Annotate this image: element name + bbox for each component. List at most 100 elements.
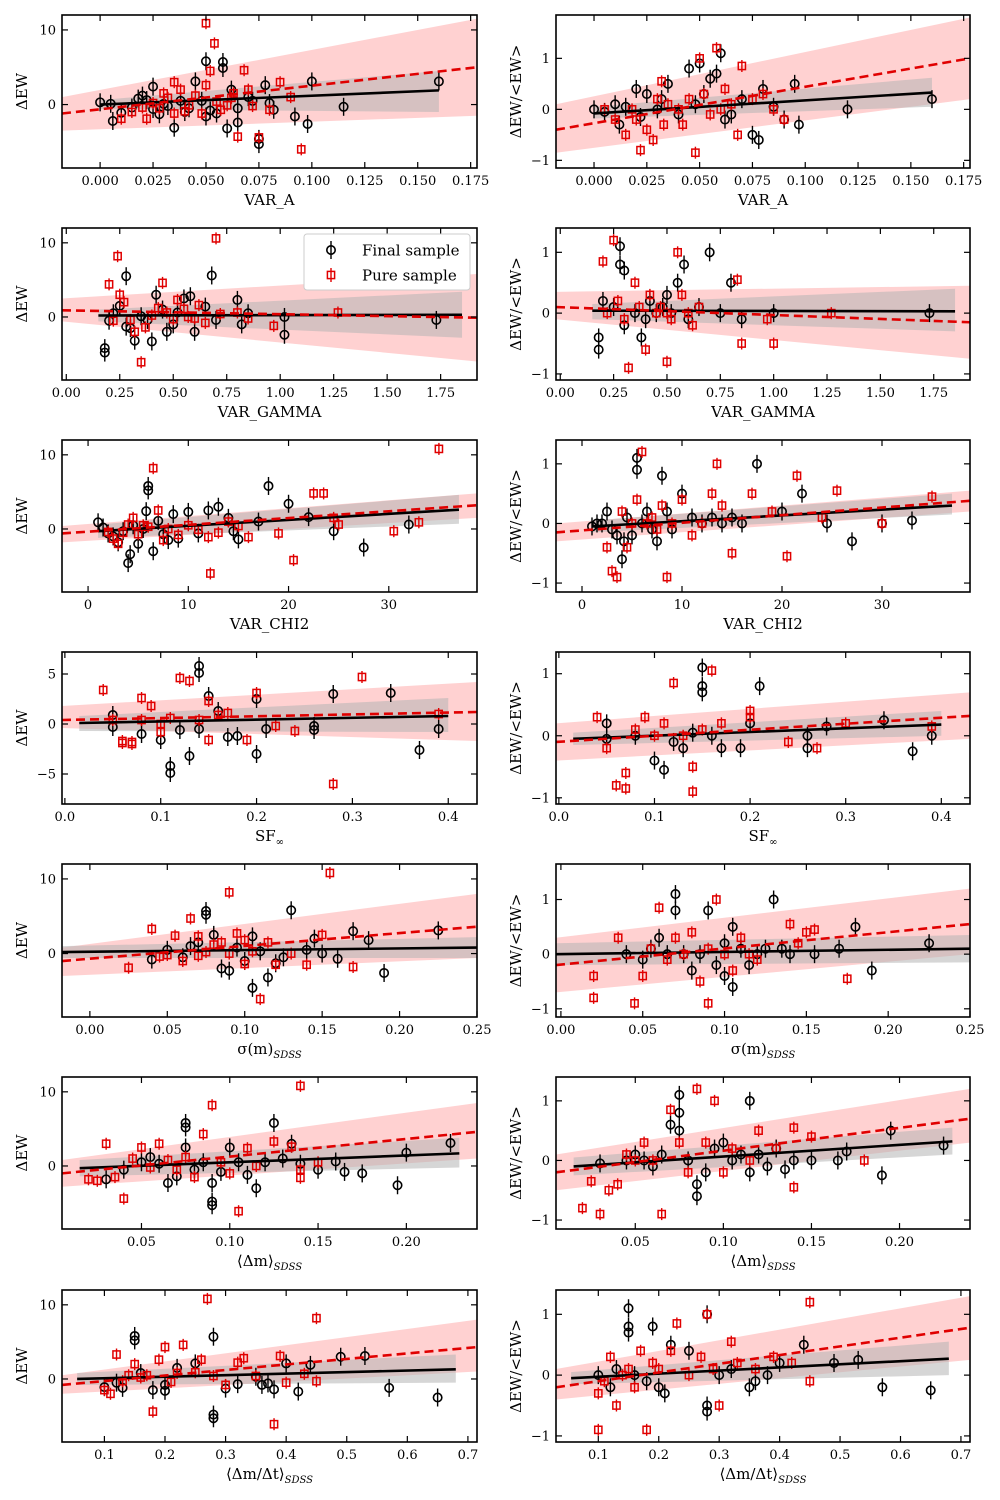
pure-marker [636,1346,645,1356]
pure-point [736,931,746,944]
pure-point [672,1317,682,1330]
pure-point [636,144,645,157]
pure-marker [142,1370,152,1380]
pure-marker [611,781,621,790]
pure-point [683,1166,693,1179]
pure-marker [593,1389,603,1398]
legend-pure-marker [326,270,336,280]
pure-marker [648,135,658,145]
final-point [148,77,159,96]
final-point [183,502,194,521]
pure-marker [106,1389,115,1399]
pure-marker [810,925,819,934]
pure-point [782,550,792,563]
pure-point [654,901,664,914]
pure-marker [621,130,631,140]
x-tick-label: 0.15 [797,1235,826,1250]
pure-marker [631,725,640,734]
final-marker [747,129,758,140]
final-marker [268,1117,279,1128]
final-marker [262,972,273,983]
pure-marker [638,971,648,981]
pure-marker [302,960,312,970]
pure-point [712,42,721,55]
pure-marker [785,919,795,929]
pure-marker [244,532,253,542]
y-tick-label: 10 [39,1085,56,1100]
pure-point [233,130,243,143]
pure-marker [717,718,726,728]
pure-point [699,88,709,101]
pure-point [240,934,250,947]
pure-marker [309,489,318,498]
y-axis-label: ΔEW/<EW> [507,469,525,563]
x-tick-label: 0.0 [55,810,76,825]
pure-point [137,714,146,726]
axes-frame [61,227,478,381]
pure-marker [98,685,108,695]
pure-point [154,1353,164,1366]
pure-point [317,928,327,941]
pure-point [309,487,318,500]
final-marker [279,329,290,340]
pure-marker [805,1297,815,1307]
pure-marker [312,1376,321,1386]
final-marker [392,1180,403,1191]
x-tick-label: 0.20 [385,1023,414,1038]
final-marker [286,905,297,916]
final-point [147,1381,158,1400]
pure-point [106,1387,115,1400]
pure-marker [137,1143,146,1152]
final-point [392,1176,403,1195]
pure-marker [613,1179,623,1189]
final-point [593,328,604,347]
x-tick-label: 0.000 [82,174,119,189]
pure-point [269,319,279,332]
pure-marker [147,924,157,934]
y-tick-label: 0 [48,947,56,962]
pure-point [414,516,424,529]
pure-marker [357,672,367,682]
plot-area [556,658,970,798]
final-point [232,290,243,309]
panel-p4: 0 10 20 30 0 10 VAR_CHI2 ΔEW [13,439,478,633]
y-tick-label: 0 [48,310,56,325]
final-point [208,1409,219,1428]
pure-marker [688,787,698,796]
final-marker [719,114,730,125]
y-tick-label: 0 [542,1154,550,1169]
final-marker [906,515,917,526]
pure-marker [630,998,639,1008]
pure-marker [779,115,789,124]
final-marker [776,943,787,954]
axes-frame [555,14,971,169]
final-fit-line [79,1152,460,1170]
axes-frame [61,1076,478,1230]
pure-marker [630,1156,640,1165]
pure-marker [720,84,730,94]
pure-point [789,1181,799,1194]
x-tick-label: 0.2 [740,810,761,825]
pure-point [717,499,727,512]
final-point [735,739,746,758]
pure-marker [173,295,182,305]
pure-marker [705,110,715,119]
pure-marker [178,1340,188,1350]
pure-point [783,735,793,748]
pure-marker [639,1138,649,1147]
final-point [885,1121,896,1140]
pure-point [642,123,652,136]
x-tick-label: 0.100 [293,174,330,189]
pure-marker [334,520,344,529]
pure-point [233,1356,243,1369]
final-marker [711,960,722,971]
final-point [703,901,714,920]
final-point [433,72,444,91]
pure-point [133,528,143,541]
pure-marker [271,960,281,970]
final-point [866,961,877,980]
pure-point [617,505,627,518]
pure-point [662,571,672,584]
pure-point [193,930,203,943]
final-point [846,532,857,551]
